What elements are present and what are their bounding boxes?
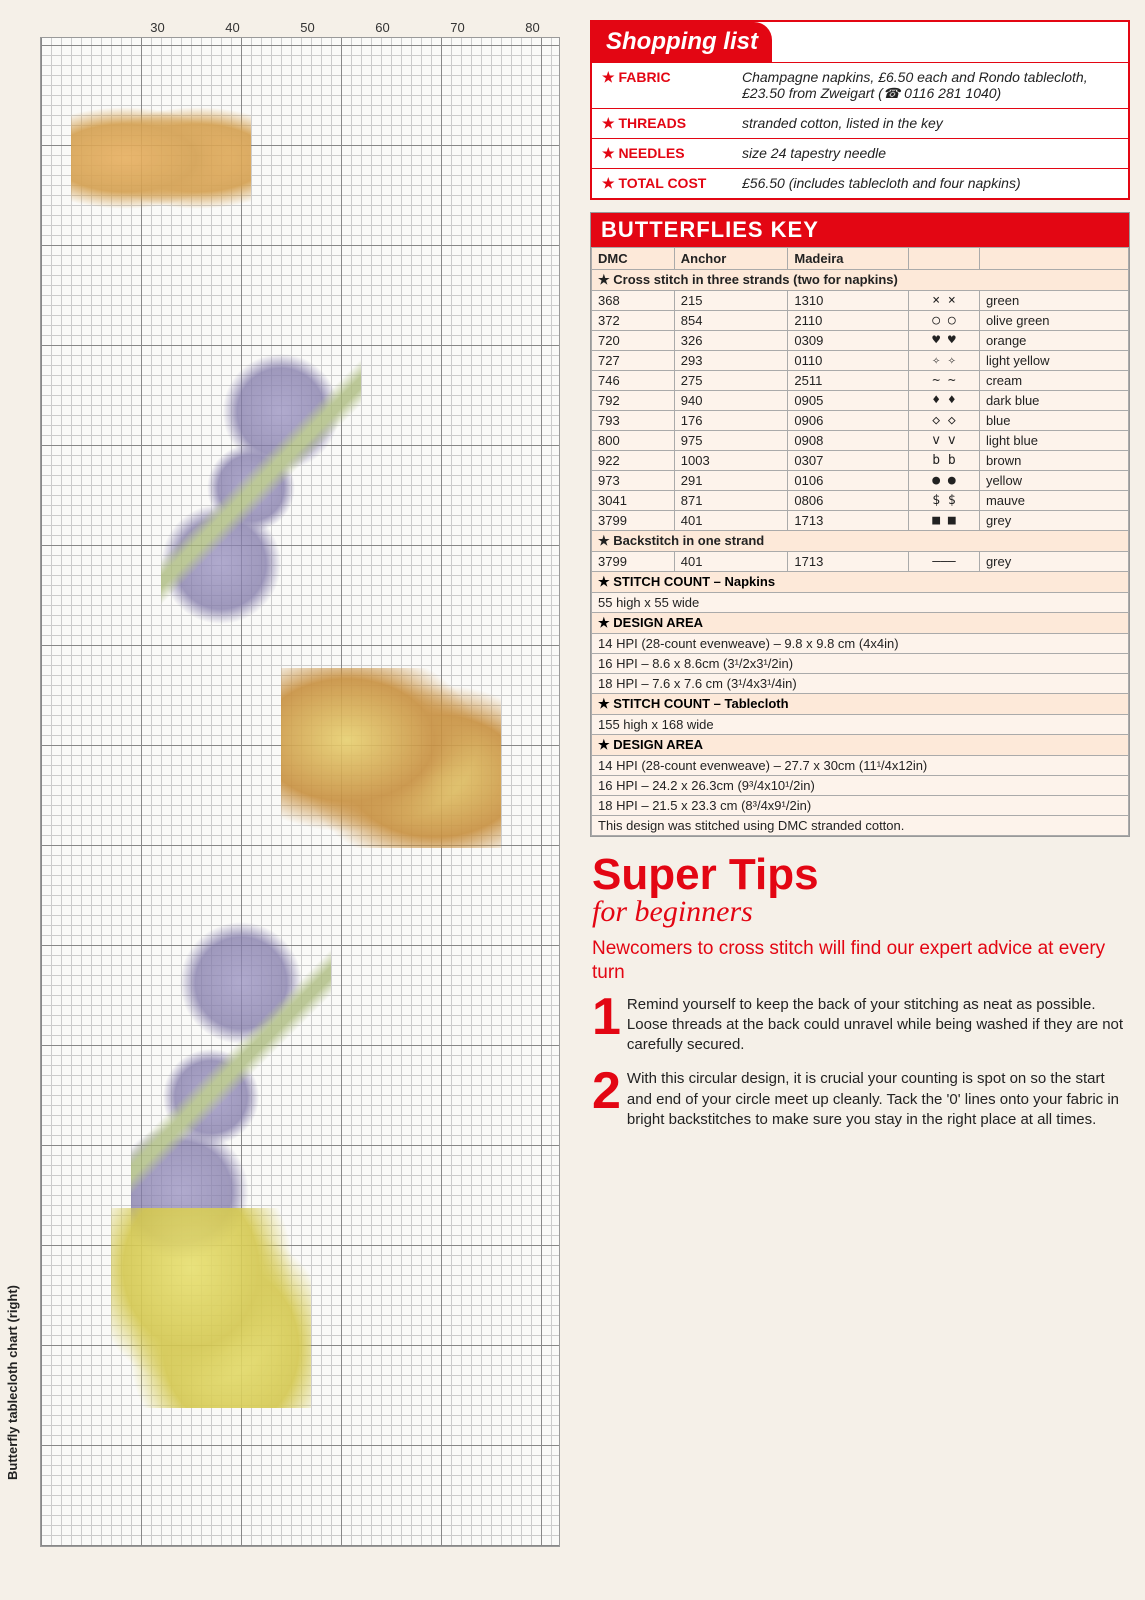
info-row: 14 HPI (28-count evenweave) – 9.8 x 9.8 … [592,634,1129,654]
col-anchor: Anchor [674,248,788,270]
section-label: ★ Cross stitch in three strands (two for… [592,270,1129,291]
tip-number: 1 [592,995,621,1039]
butterflies-key-box: BUTTERFLIES KEY DMC Anchor Madeira ★ Cro… [590,212,1130,837]
butterfly-motif [111,1208,311,1408]
butterfly-motif [71,98,251,218]
grid-tick-row: 30 40 50 60 70 80 [40,20,580,37]
cross-stitch-chart [40,37,560,1547]
section-label: ★ Backstitch in one strand [592,531,1129,552]
table-row: ★ TOTAL COST£56.50 (includes tablecloth … [592,169,1128,199]
grid-tick: 60 [375,20,389,35]
table-row: 30418710806$ $mauve [592,491,1129,511]
grid-tick: 80 [525,20,539,35]
key-table: DMC Anchor Madeira ★ Cross stitch in thr… [591,247,1129,836]
tip-item: 2 With this circular design, it is cruci… [592,1069,1128,1130]
super-tips-section: Super Tips for beginners Newcomers to cr… [590,849,1130,1148]
info-row: 14 HPI (28-count evenweave) – 27.7 x 30c… [592,756,1129,776]
shopping-text: Champagne napkins, £6.50 each and Rondo … [732,63,1128,109]
table-row: 7929400905♦ ♦dark blue [592,391,1129,411]
shopping-list-header: Shopping list [592,22,772,62]
table-row: 7462752511~ ~cream [592,371,1129,391]
section-row: ★ DESIGN AREA [592,735,1129,756]
info-row: 18 HPI – 21.5 x 23.3 cm (8³/4x9¹/2in) [592,796,1129,816]
butterfly-motif [281,668,501,848]
chart-column: 30 40 50 60 70 80 Butterfly tablecloth c… [40,20,580,1580]
col-dmc: DMC [592,248,675,270]
table-row: 9732910106● ●yellow [592,471,1129,491]
tip-text: Remind yourself to keep the back of your… [627,996,1123,1054]
tip-text: With this circular design, it is crucial… [627,1070,1119,1128]
table-row: ★ THREADSstranded cotton, listed in the … [592,109,1128,139]
grid-tick: 30 [150,20,164,35]
tips-title: Super Tips [592,853,1128,897]
table-header-row: DMC Anchor Madeira [592,248,1129,270]
grid-tick: 70 [450,20,464,35]
col-madeira: Madeira [788,248,909,270]
col-symbol [909,248,980,270]
shopping-label: ★ TOTAL COST [592,169,732,199]
table-row: ★ NEEDLESsize 24 tapestry needle [592,139,1128,169]
info-column: Shopping list ★ FABRICChampagne napkins,… [590,20,1130,1580]
info-row: 18 HPI – 7.6 x 7.6 cm (3¹/4x3¹/4in) [592,674,1129,694]
section-row: ★ Cross stitch in three strands (two for… [592,270,1129,291]
shopping-label: ★ NEEDLES [592,139,732,169]
table-row: 92210030307b bbrown [592,451,1129,471]
shopping-label: ★ THREADS [592,109,732,139]
table-row: 8009750908v vlight blue [592,431,1129,451]
table-row: 7272930110✧ ✧light yellow [592,351,1129,371]
shopping-list-table: ★ FABRICChampagne napkins, £6.50 each an… [592,62,1128,198]
col-color [979,248,1128,270]
tip-number: 2 [592,1069,621,1113]
shopping-text: £56.50 (includes tablecloth and four nap… [732,169,1128,199]
flower-stem-motif [161,298,361,678]
key-header: BUTTERFLIES KEY [591,213,1129,247]
info-row: 55 high x 55 wide [592,593,1129,613]
table-row: 7203260309♥ ♥orange [592,331,1129,351]
shopping-text: stranded cotton, listed in the key [732,109,1128,139]
table-row: 37994011713———grey [592,552,1129,572]
grid-tick: 50 [300,20,314,35]
shopping-list-box: Shopping list ★ FABRICChampagne napkins,… [590,20,1130,200]
page-layout: 30 40 50 60 70 80 Butterfly tablecloth c… [0,0,1145,1600]
shopping-label: ★ FABRIC [592,63,732,109]
tips-subtitle: for beginners [592,895,1128,929]
table-row: 3682151310× ×green [592,291,1129,311]
info-row: This design was stitched using DMC stran… [592,816,1129,836]
section-row: ★ STITCH COUNT – Napkins [592,572,1129,593]
shopping-text: size 24 tapestry needle [732,139,1128,169]
chart-caption: Butterfly tablecloth chart (right) [5,1285,20,1480]
info-row: 155 high x 168 wide [592,715,1129,735]
info-row: 16 HPI – 8.6 x 8.6cm (3¹/2x3¹/2in) [592,654,1129,674]
table-row: 37994011713■ ■grey [592,511,1129,531]
section-row: ★ Backstitch in one strand [592,531,1129,552]
section-row: ★ STITCH COUNT – Tablecloth [592,694,1129,715]
grid-tick: 40 [225,20,239,35]
table-row: 3728542110○ ○olive green [592,311,1129,331]
info-row: 16 HPI – 24.2 x 26.3cm (9³/4x10¹/2in) [592,776,1129,796]
tips-intro: Newcomers to cross stitch will find our … [592,937,1128,985]
table-row: 7931760906◇ ◇blue [592,411,1129,431]
section-row: ★ DESIGN AREA [592,613,1129,634]
table-row: ★ FABRICChampagne napkins, £6.50 each an… [592,63,1128,109]
tip-item: 1 Remind yourself to keep the back of yo… [592,995,1128,1056]
